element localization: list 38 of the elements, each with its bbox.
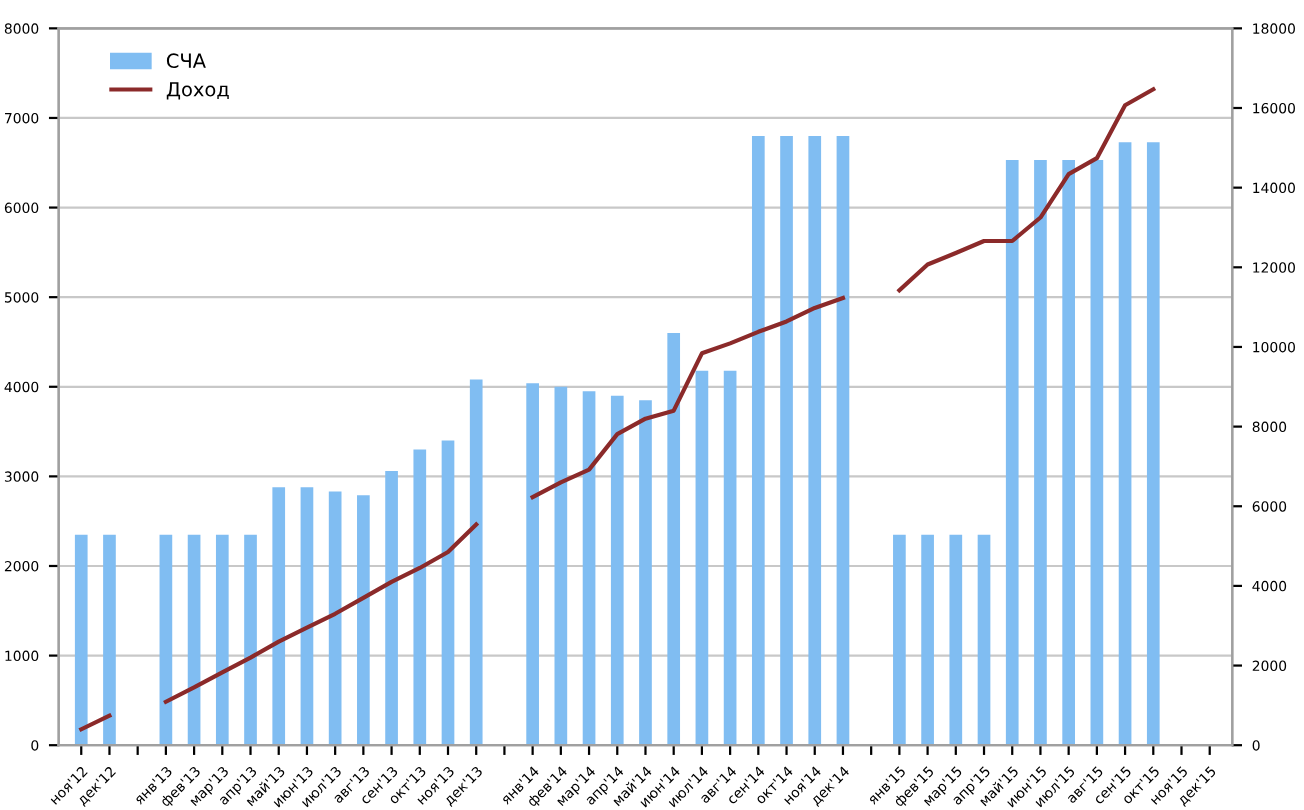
- bar: [1118, 142, 1132, 746]
- bar: [808, 135, 822, 746]
- bar: [526, 383, 539, 746]
- bar: [413, 449, 427, 746]
- bar: [385, 471, 398, 746]
- bar: [639, 400, 652, 746]
- bar: [610, 395, 624, 746]
- bar: [893, 534, 906, 746]
- bar: [1062, 160, 1075, 746]
- bar: [272, 487, 286, 746]
- bar: [1034, 160, 1047, 746]
- bar: [187, 534, 201, 746]
- bar: [215, 534, 229, 746]
- bar: [74, 534, 88, 746]
- bar: [159, 534, 173, 746]
- bar: [1090, 160, 1104, 746]
- bar: [441, 440, 455, 746]
- bar: [554, 386, 568, 746]
- bar: [357, 495, 370, 746]
- bar: [921, 534, 934, 746]
- bar: [977, 534, 991, 746]
- bar: [836, 135, 850, 746]
- bar: [328, 491, 342, 746]
- bar: [723, 370, 737, 746]
- bar: [1146, 142, 1160, 746]
- legend-label: СЧА: [166, 53, 206, 69]
- bar: [949, 534, 963, 746]
- legend-label: Доход: [166, 82, 229, 100]
- bar: [582, 391, 596, 746]
- bar: [300, 487, 314, 746]
- bar: [667, 333, 681, 746]
- bar: [103, 534, 116, 746]
- bar: [695, 370, 709, 746]
- bar: [244, 534, 257, 746]
- bar: [469, 379, 483, 746]
- bar: [1005, 160, 1019, 746]
- bar: [780, 135, 793, 746]
- bar: [751, 135, 765, 746]
